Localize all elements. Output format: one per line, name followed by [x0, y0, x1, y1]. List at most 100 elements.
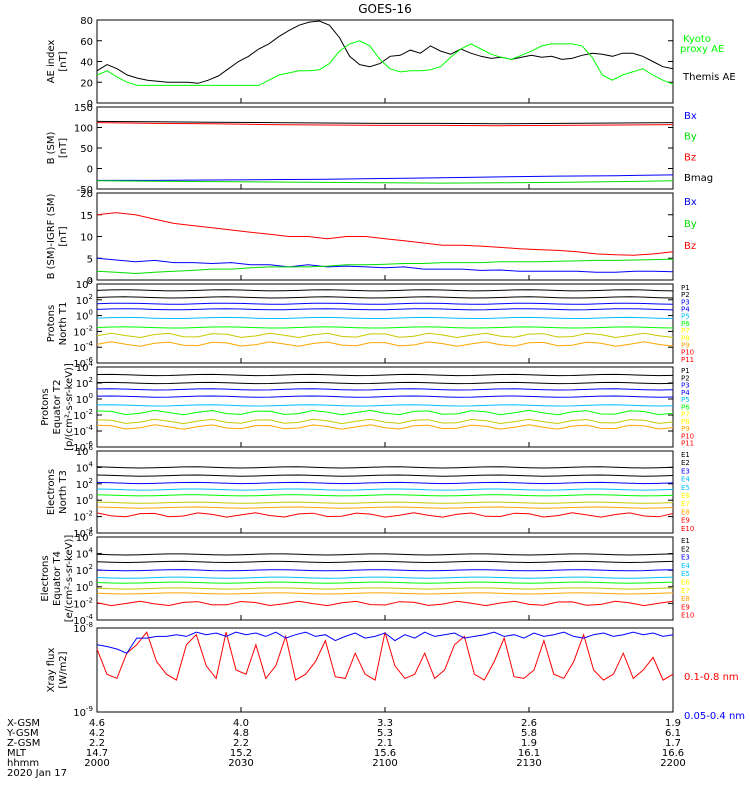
y-tick-label: 0 [87, 165, 93, 176]
y-axis-label: North T1 [58, 302, 69, 346]
y-tick-label: 10-4 [73, 526, 93, 540]
legend-entry: P3 [681, 298, 690, 306]
legend-entry: P8 [681, 334, 690, 342]
x-axis-value: 6.1 [665, 728, 681, 739]
series-p1 [96, 289, 674, 292]
panel-b_sm: 150 100 50 0 -50 B (SM) [nT] Bx By Bz Bmag [46, 103, 713, 196]
y-tick-label: 104 [76, 460, 94, 474]
y-axis-label: Equator T4 [52, 551, 63, 606]
y-axis-label: B (SM)-IGRF (SM) [46, 194, 57, 280]
panel-frame [96, 192, 674, 281]
panel-frame [96, 106, 674, 190]
series-p9 [96, 424, 674, 430]
y-axis-label: [e/(cm²-s-sr-keV)] [64, 535, 75, 623]
y-tick-label: 10-8 [73, 621, 93, 635]
x-axis-value: 16.1 [518, 748, 540, 759]
y-tick-label: 106 [76, 444, 94, 458]
legend-entry: P2 [681, 374, 690, 382]
legend-entry: P6 [681, 403, 690, 411]
x-axis-value: 2.6 [521, 718, 537, 729]
legend-entry: P9 [681, 341, 690, 349]
y-tick-label: 100 [76, 580, 93, 594]
legend-entry: Themis AE [682, 72, 736, 83]
y-tick-label: 20 [80, 78, 93, 89]
legend-entry: E8 [681, 595, 690, 603]
legend-entry: E10 [681, 525, 694, 533]
x-axis-row-label: hhmm [7, 758, 39, 769]
series-p3 [96, 302, 674, 305]
x-axis-row-label: Z-GSM [7, 738, 40, 749]
legend-entry: P4 [681, 389, 690, 397]
y-tick-label: 10-4 [73, 424, 93, 438]
series-p4 [96, 308, 674, 311]
x-axis-value: 2030 [228, 758, 253, 769]
series-bmag [96, 120, 674, 125]
series-p4 [96, 395, 674, 398]
series-e5 [96, 581, 674, 584]
legend-entry: 0.1-0.8 nm [684, 672, 739, 683]
y-axis-label: North T3 [58, 470, 69, 514]
x-axis-value: 1.7 [665, 738, 681, 749]
y-tick-label: 80 [80, 16, 93, 27]
y-tick-label: 60 [80, 37, 93, 48]
y-tick-label: 10-4 [73, 613, 93, 627]
x-axis-value: 2.2 [233, 738, 249, 749]
series-e2 [96, 560, 674, 564]
y-tick-label: 102 [76, 477, 93, 491]
x-axis-value: 1.9 [665, 718, 681, 729]
legend-entry: E10 [681, 612, 694, 620]
panel-frame [96, 450, 674, 534]
y-axis-label: Equator T2 [52, 380, 63, 435]
series-p9 [96, 341, 674, 347]
legend-entry: E7 [681, 500, 690, 508]
legend-entry: E2 [681, 459, 690, 467]
legend-entry: E8 [681, 508, 690, 516]
panel-electrons_equator: 106 104 102 100 10-2 10-4 Electrons Equator T4[… [40, 530, 694, 627]
y-axis-label: AE index [46, 40, 57, 84]
y-tick-label: 50 [80, 144, 93, 155]
series-kyoto-proxy-ae [96, 40, 674, 86]
series-e9 [96, 600, 674, 607]
legend-entry: P6 [681, 320, 690, 328]
series-by [96, 180, 674, 184]
series-p7 [96, 418, 674, 425]
x-axis-value: 2.1 [377, 738, 393, 749]
y-tick-label: 10-2 [73, 510, 93, 524]
y-tick-label: -50 [77, 185, 93, 196]
y-tick-label: 10 [80, 233, 93, 244]
series-bx [96, 257, 674, 273]
series-p6 [96, 409, 674, 416]
y-axis-label: [nT] [58, 138, 69, 158]
y-tick-label: 15 [80, 211, 93, 222]
y-axis-label: Protons [40, 388, 51, 425]
legend-entry: P10 [681, 349, 694, 357]
legend-entry: P9 [681, 425, 690, 433]
series-p6 [96, 326, 674, 329]
series-e3 [96, 481, 674, 485]
series-p5 [96, 316, 674, 319]
x-axis-value: 4.2 [89, 728, 105, 739]
legend-entry: E4 [681, 562, 690, 570]
series-0.1-0.8-nm [96, 631, 674, 681]
series-p2 [96, 296, 674, 299]
y-tick-label: 100 [76, 392, 93, 406]
series-e7 [96, 587, 674, 590]
legend-entry: P11 [681, 440, 694, 448]
y-tick-label: 102 [76, 293, 93, 307]
series-p1 [96, 373, 674, 377]
legend-entry: P1 [681, 284, 690, 292]
y-tick-label: 100 [76, 309, 93, 323]
series-themis-ae [96, 20, 674, 84]
legend-entry: 0.05-0.4 nm [684, 711, 745, 722]
series-bz [96, 212, 674, 256]
series-bx [97, 174, 674, 181]
legend-entry: E3 [681, 467, 690, 475]
legend-entry: P4 [681, 306, 690, 314]
y-tick-label: 104 [76, 547, 94, 561]
legend-entry: E4 [681, 476, 690, 484]
y-axis-label: B (SM) [46, 131, 57, 164]
series-p7 [96, 332, 674, 339]
y-tick-label: 10-9 [73, 705, 93, 719]
y-tick-label: 102 [76, 563, 93, 577]
